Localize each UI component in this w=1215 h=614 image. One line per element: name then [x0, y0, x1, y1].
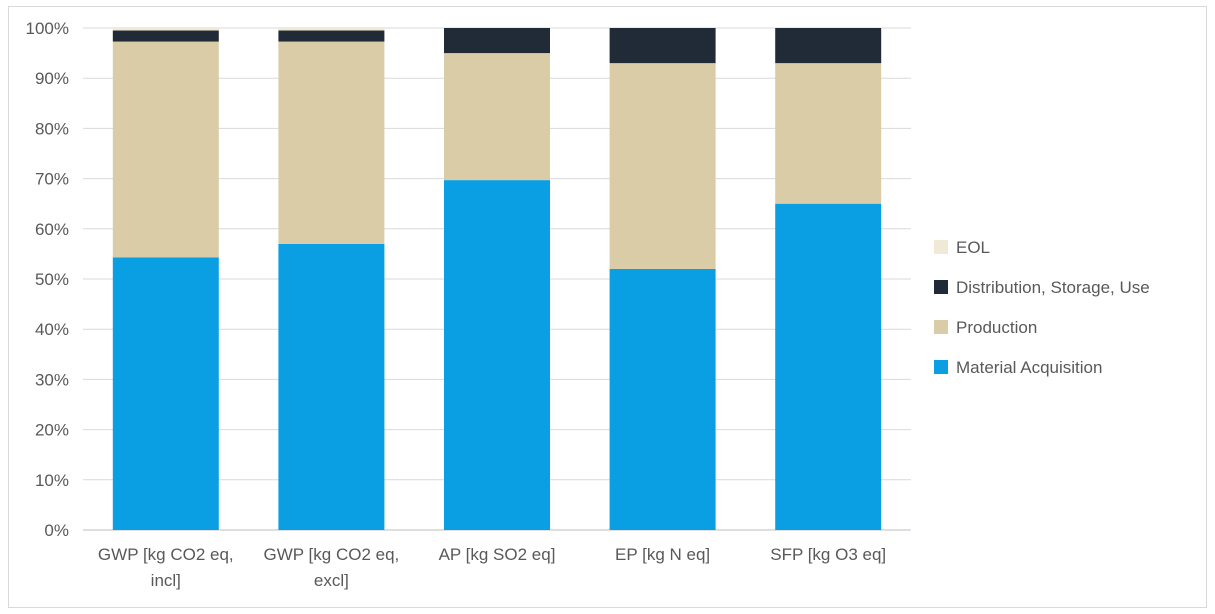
bar-segment-eol — [112, 28, 219, 31]
legend-label-production: Production — [956, 318, 1037, 337]
bar-segment-material-acquisition — [112, 257, 219, 530]
bar-segment-material-acquisition — [609, 268, 716, 530]
bar-segment-distribution-storage-use — [444, 28, 550, 54]
legend-label-material-acquisition: Material Acquisition — [956, 358, 1102, 377]
bar-segment-production — [278, 41, 385, 244]
x-category-label: EP [kg N eq] — [615, 545, 710, 564]
bars — [112, 28, 882, 531]
x-category-label: GWP [kg CO2 eq, — [98, 545, 234, 564]
bar-segment-distribution-storage-use — [278, 30, 385, 42]
x-axis-category-labels: GWP [kg CO2 eq, incl] GWP [kg CO2 eq, excl]… — [98, 545, 886, 590]
bar-segment-distribution-storage-use — [775, 28, 882, 64]
bar-segment-distribution-storage-use — [609, 28, 716, 64]
bar-segment-distribution-storage-use — [112, 30, 219, 42]
bar-segment-material-acquisition — [278, 243, 385, 531]
bar-segment-eol — [278, 28, 385, 31]
legend-swatch-production — [934, 320, 948, 334]
legend-swatch-distribution-storage-use — [934, 280, 948, 294]
y-tick-label: 90% — [35, 69, 69, 88]
y-tick-label: 0% — [44, 521, 69, 540]
y-tick-label: 10% — [35, 471, 69, 490]
x-category-label: SFP [kg O3 eq] — [770, 545, 886, 564]
legend-swatch-material-acquisition — [934, 360, 948, 374]
bar-segment-production — [112, 41, 219, 258]
bar-segment-material-acquisition — [775, 203, 882, 530]
y-tick-label: 70% — [35, 170, 69, 189]
y-tick-label: 30% — [35, 370, 69, 389]
y-axis-tick-labels: 0% 10% 20% 30% 40% 50% 60% 70% 80% 90% 100% — [26, 19, 69, 540]
bar-segment-production — [609, 63, 716, 269]
x-category-label: excl] — [314, 571, 349, 590]
legend-label-distribution-storage-use: Distribution, Storage, Use — [956, 278, 1150, 297]
bar-segment-material-acquisition — [444, 180, 550, 530]
y-tick-label: 80% — [35, 119, 69, 138]
x-category-label: GWP [kg CO2 eq, — [264, 545, 400, 564]
legend: EOL Distribution, Storage, Use Production M… — [934, 238, 1150, 377]
x-category-label: AP [kg SO2 eq] — [439, 545, 556, 564]
y-tick-label: 50% — [35, 270, 69, 289]
bar-segment-production — [444, 53, 550, 181]
bar-segment-production — [775, 63, 882, 204]
y-tick-label: 60% — [35, 220, 69, 239]
x-category-label: incl] — [151, 571, 181, 590]
chart-frame: 0% 10% 20% 30% 40% 50% 60% 70% 80% 90% 100% GWP [k… — [8, 6, 1207, 608]
stacked-bar-chart: 0% 10% 20% 30% 40% 50% 60% 70% 80% 90% 100% GWP [k… — [26, 19, 1150, 590]
legend-swatch-eol — [934, 240, 948, 254]
y-tick-label: 100% — [26, 19, 69, 38]
y-tick-label: 20% — [35, 421, 69, 440]
legend-label-eol: EOL — [956, 238, 990, 257]
y-tick-label: 40% — [35, 320, 69, 339]
